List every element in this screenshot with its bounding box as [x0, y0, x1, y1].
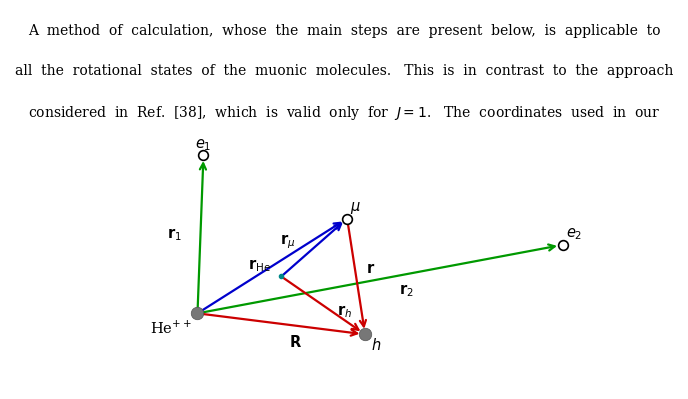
Text: $\mathbf{r}_{h}$: $\mathbf{r}_{h}$	[337, 303, 352, 320]
Text: $\mathbf{r}$: $\mathbf{r}$	[366, 263, 375, 277]
Text: all  the  rotational  states  of  the  muonic  molecules.   This  is  in  contra: all the rotational states of the muonic …	[15, 64, 673, 78]
Text: $\mathbf{r}_{\mathrm{He}}$: $\mathbf{r}_{\mathrm{He}}$	[248, 257, 271, 274]
Text: $h$: $h$	[371, 337, 381, 353]
Text: $e_2$: $e_2$	[566, 226, 583, 242]
Text: A  method  of  calculation,  whose  the  main  steps  are  present  below,  is  : A method of calculation, whose the main …	[28, 24, 660, 38]
Text: $\mathbf{r}_1$: $\mathbf{r}_1$	[166, 226, 182, 243]
Text: $\mu$: $\mu$	[350, 200, 361, 216]
Text: $\mathbf{r}_{\mu}$: $\mathbf{r}_{\mu}$	[280, 233, 295, 251]
Text: He$^{++}$: He$^{++}$	[150, 320, 192, 337]
Text: $e_1$: $e_1$	[195, 137, 212, 152]
Text: considered  in  Ref.  [38],  which  is  valid  only  for  $J = 1$.   The  coordi: considered in Ref. [38], which is valid …	[28, 104, 660, 122]
Text: $\mathbf{R}$: $\mathbf{R}$	[289, 334, 302, 350]
Text: $\mathbf{r}_2$: $\mathbf{r}_2$	[399, 282, 414, 298]
